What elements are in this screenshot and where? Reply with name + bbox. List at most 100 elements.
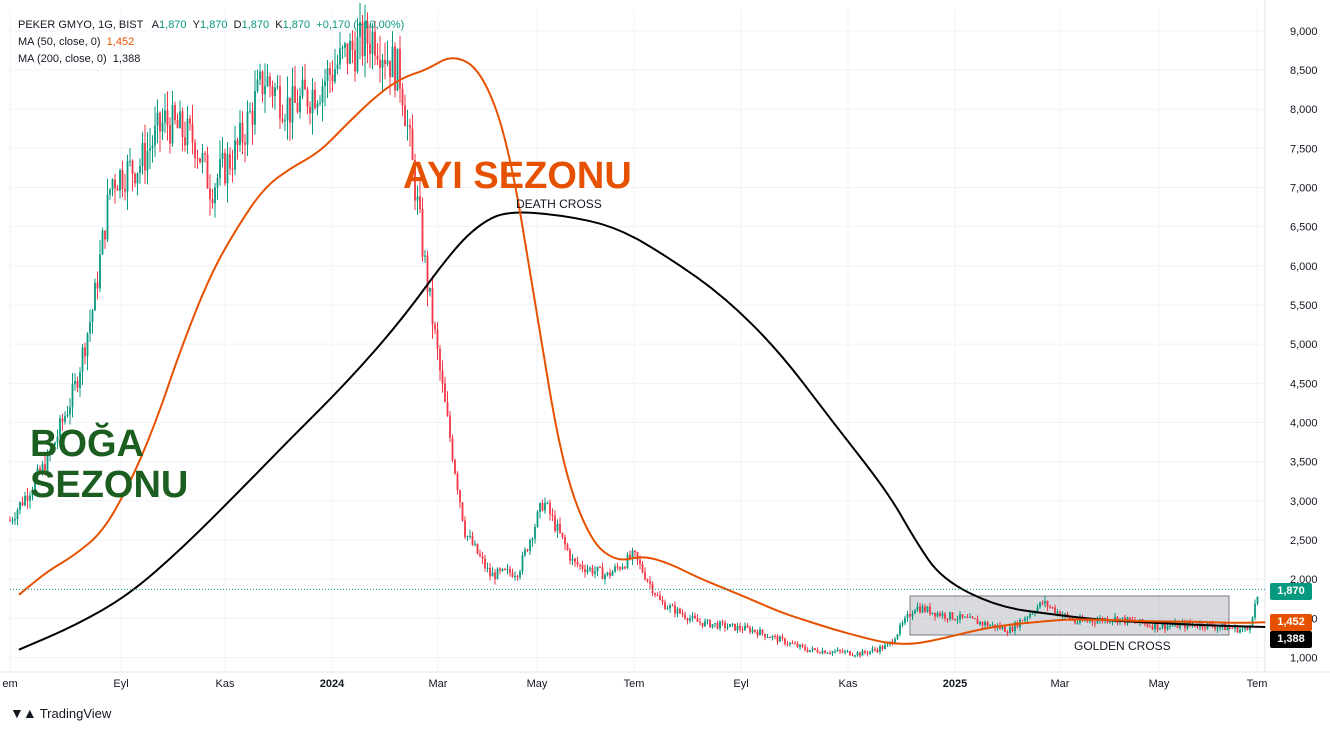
candle-body <box>339 48 341 65</box>
candle-body <box>206 154 209 189</box>
candle-body <box>729 624 731 627</box>
candle-body <box>919 606 921 613</box>
candle-body <box>456 473 459 491</box>
x-tick-label: em <box>2 678 17 690</box>
candle-body <box>76 380 79 388</box>
candle-body <box>1156 623 1159 630</box>
candle-body <box>146 150 149 171</box>
x-tick-label: Kas <box>839 678 858 690</box>
candle-body <box>451 438 454 461</box>
candle-body <box>546 502 549 504</box>
candle-body <box>1051 607 1054 609</box>
y-tick-label: 5,500 <box>1290 300 1318 312</box>
candle-body <box>779 636 781 642</box>
candle-body <box>1096 620 1099 624</box>
candle-body <box>529 540 531 551</box>
candle-body <box>479 553 481 557</box>
candle-body <box>46 453 49 474</box>
candle-body <box>974 618 976 620</box>
tradingview-logo[interactable]: ▼▲ TradingView <box>10 705 111 721</box>
candle-body <box>471 535 474 545</box>
candle-body <box>579 564 581 566</box>
candle-body <box>644 572 646 580</box>
candle-body <box>144 142 146 171</box>
bull-season-label: BOĞA SEZONU <box>30 424 188 506</box>
legend-row-ma50[interactable]: MA (50, close, 0) 1,452 <box>18 34 404 51</box>
legend-symbol-title: PEKER GMYO, 1G, BIST <box>18 19 144 31</box>
legend-ma200-value: 1,388 <box>112 53 141 65</box>
candle-body <box>226 154 229 184</box>
candle-body <box>684 614 686 619</box>
ma50-line <box>18 57 1266 645</box>
candle-body <box>646 579 649 581</box>
x-tick-label: May <box>527 678 548 690</box>
y-tick-label: 6,000 <box>1290 261 1318 273</box>
candle-body <box>336 64 339 70</box>
candle-body <box>881 646 884 650</box>
candle-body <box>1229 627 1231 629</box>
candle-body <box>826 652 829 654</box>
candle-body <box>219 158 221 179</box>
candle-body <box>81 347 84 373</box>
candle-body <box>1129 617 1131 621</box>
candle-body <box>184 137 186 146</box>
candle-body <box>1254 603 1256 618</box>
candle-body <box>114 179 116 189</box>
legend-close-value: 1,870 <box>282 19 311 31</box>
candle-body <box>904 617 906 624</box>
candle-body <box>274 87 276 97</box>
candle-body <box>701 622 704 627</box>
candle-body <box>244 142 246 145</box>
candle-body <box>1089 620 1091 622</box>
candle-body <box>629 554 631 559</box>
candle-body <box>366 21 369 44</box>
candle-body <box>616 566 619 568</box>
candle-body <box>499 568 501 571</box>
candle-body <box>906 614 909 618</box>
candle-body <box>351 40 354 51</box>
candle-body <box>49 452 51 454</box>
candle-body <box>514 576 516 578</box>
candle-body <box>306 89 309 107</box>
candle-body <box>379 59 381 68</box>
candle-body <box>1216 627 1219 630</box>
candle-body <box>604 574 606 580</box>
legend-low-label: D <box>233 19 242 31</box>
candle-body <box>589 567 591 570</box>
candle-body <box>879 646 881 652</box>
candle-body <box>324 80 326 87</box>
candle-body <box>79 372 81 388</box>
x-tick-label: Kas <box>216 678 235 690</box>
candle-body <box>821 650 824 654</box>
candle-body <box>999 625 1001 629</box>
candle-body <box>34 478 36 491</box>
candle-body <box>1024 618 1026 621</box>
candle-body <box>326 68 329 81</box>
candle-body <box>364 21 366 57</box>
ma50-price-tag: 1,452 <box>1270 614 1312 631</box>
candle-body <box>121 170 124 189</box>
candle-body <box>381 59 384 68</box>
candle-body <box>1164 623 1166 630</box>
candle-body <box>429 287 431 292</box>
candle-body <box>759 629 761 636</box>
candle-body <box>1144 623 1146 625</box>
candle-body <box>696 618 699 622</box>
candle-body <box>1209 623 1211 625</box>
candle-body <box>649 580 651 584</box>
candle-body <box>424 255 426 257</box>
candle-body <box>1076 622 1079 624</box>
candle-body <box>896 634 899 640</box>
candle-body <box>704 621 706 627</box>
legend-row-ma200[interactable]: MA (200, close, 0) 1,388 <box>18 51 404 68</box>
candle-body <box>321 86 324 103</box>
candle-body <box>469 535 471 537</box>
candle-body <box>209 188 211 200</box>
candle-body <box>224 152 226 184</box>
candle-body <box>1149 626 1151 628</box>
candle-body <box>694 615 696 619</box>
candle-body <box>806 649 809 652</box>
candle-body <box>459 490 461 503</box>
